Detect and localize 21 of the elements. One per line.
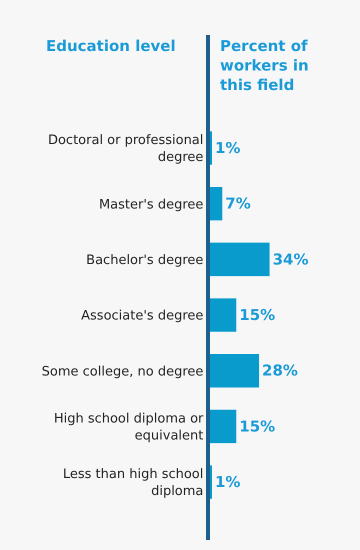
y-tick-label: Less than high school diploma [62,467,204,500]
bar [210,410,236,444]
y-tick-label: Associate's degree [81,308,204,324]
y-tick-label: High school diploma or equivalent [54,412,204,444]
y-tick-label: Bachelor's degree [86,252,204,268]
y-tick-label: Some college, no degree [42,364,204,380]
data-label: 7% [225,194,251,213]
data-label: 28% [262,362,298,380]
bar [210,354,260,388]
y-axis-title: Education level [46,37,176,55]
data-label: 1% [215,139,240,158]
data-label: 15% [239,306,276,324]
bar [210,298,236,332]
y-tick-label: Master's degree [98,197,204,212]
data-label: 34% [272,250,308,268]
y-tick-label: Doctoral or professional degree [48,133,204,166]
bar [210,187,222,220]
x-axis-title: Percent of workers in this field [220,37,309,94]
bar [210,242,270,276]
data-label: 15% [239,417,276,436]
data-label: 1% [215,473,240,492]
